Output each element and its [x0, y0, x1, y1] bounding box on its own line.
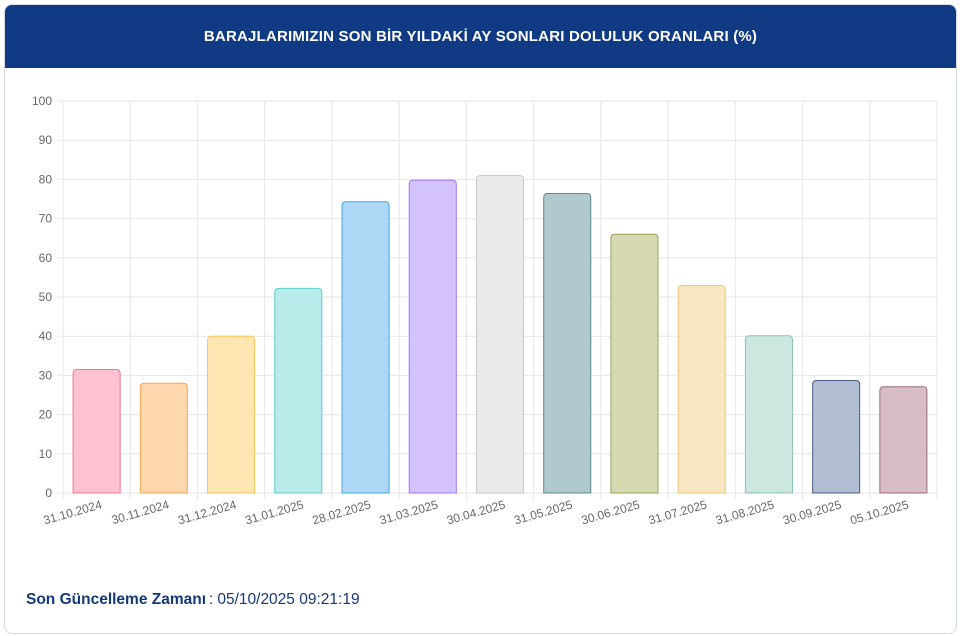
x-tick-label: 31.07.2025 — [647, 497, 709, 527]
y-tick-label: 60 — [39, 251, 53, 265]
bar[interactable] — [879, 386, 928, 494]
x-tick-label: 05.10.2025 — [849, 497, 911, 527]
x-tick-label: 30.04.2025 — [445, 497, 507, 527]
x-tick-label: 30.11.2024 — [110, 497, 171, 527]
x-tick-label: 30.06.2025 — [580, 497, 642, 527]
bar[interactable] — [812, 379, 861, 494]
bar[interactable] — [543, 193, 592, 494]
x-tick-label: 31.01.2025 — [244, 497, 306, 527]
y-tick-label: 100 — [32, 94, 52, 108]
x-tick-label: 30.09.2025 — [781, 497, 843, 527]
last-updated-value: 05/10/2025 09:21:19 — [217, 591, 360, 608]
chart-header: BARAJLARIMIZIN SON BİR YILDAKİ AY SONLAR… — [5, 5, 956, 68]
y-axis-ticks: 0 10 20 30 40 50 60 70 80 90 100 — [32, 94, 52, 500]
bar[interactable] — [207, 335, 256, 494]
x-tick-label: 31.10.2024 — [42, 497, 104, 527]
y-tick-label: 70 — [39, 212, 53, 226]
y-tick-label: 0 — [45, 486, 52, 500]
x-tick-label: 31.12.2024 — [176, 497, 238, 527]
bar[interactable] — [408, 179, 457, 494]
last-updated-separator: : — [209, 591, 214, 608]
bar[interactable] — [341, 201, 390, 494]
x-axis-ticks: 31.10.2024 30.11.2024 31.12.2024 31.01.2025… — [42, 497, 911, 527]
last-updated: Son Güncelleme Zamanı:05/10/2025 09:21:1… — [26, 591, 360, 609]
bar[interactable] — [677, 285, 726, 494]
y-tick-label: 50 — [39, 290, 53, 304]
y-tick-label: 40 — [39, 329, 53, 343]
chart-title: BARAJLARIMIZIN SON BİR YILDAKİ AY SONLAR… — [203, 28, 758, 45]
last-updated-label: Son Güncelleme Zamanı — [26, 591, 207, 608]
bars — [72, 174, 928, 494]
y-tick-label: 80 — [39, 172, 53, 186]
bar[interactable] — [139, 382, 188, 494]
grid-lines — [57, 100, 938, 499]
bar[interactable] — [274, 287, 323, 494]
bar[interactable] — [744, 335, 793, 494]
chart-card: BARAJLARIMIZIN SON BİR YILDAKİ AY SONLAR… — [4, 4, 957, 634]
x-tick-label: 31.08.2025 — [714, 497, 776, 527]
x-tick-label: 28.02.2025 — [311, 497, 373, 527]
y-tick-label: 90 — [39, 133, 53, 147]
bar[interactable] — [610, 233, 659, 494]
bar-chart: 0 10 20 30 40 50 60 70 80 90 100 31.10.2024 30.11.2… — [32, 94, 938, 527]
bar[interactable] — [475, 174, 525, 494]
x-tick-label: 31.03.2025 — [378, 497, 440, 527]
x-tick-label: 31.05.2025 — [512, 497, 574, 527]
y-tick-label: 30 — [39, 368, 53, 382]
y-tick-label: 20 — [39, 408, 53, 422]
bar[interactable] — [72, 369, 121, 494]
y-tick-label: 10 — [39, 447, 53, 461]
